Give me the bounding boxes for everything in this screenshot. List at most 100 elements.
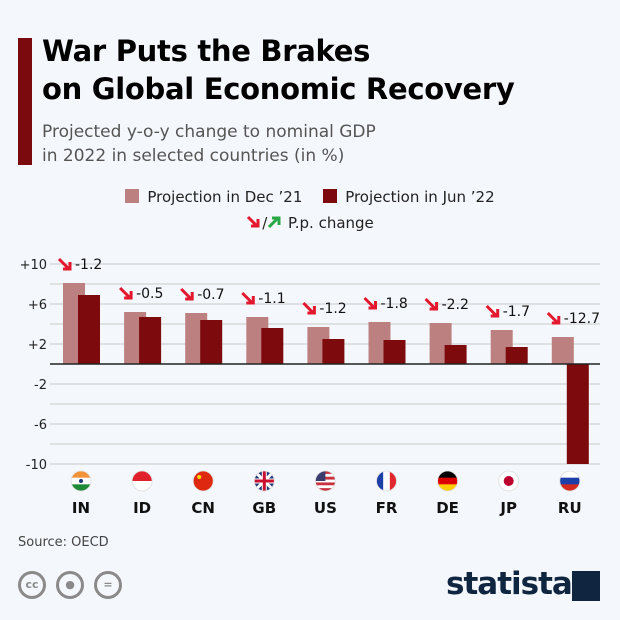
flag-JP-icon: [498, 470, 520, 492]
pp-change-label: -1.7: [503, 304, 530, 320]
legend-label-dec: Projection in Dec ’21: [147, 188, 303, 206]
flag-US-icon: [314, 470, 336, 492]
flag-ID-icon: [131, 470, 153, 492]
legend-label-jun: Projection in Jun ’22: [345, 188, 495, 206]
pp-change-label: -1.2: [75, 257, 102, 273]
down-arrow-icon: [302, 301, 316, 315]
flag-border: [192, 470, 214, 492]
bar-jun-FR: [383, 340, 406, 364]
statista-logo: statista: [446, 566, 573, 602]
subtitle: Projected y-o-y change to nominal GDP in…: [42, 120, 602, 168]
flag-fill: [437, 471, 458, 491]
pp-change-label: -1.1: [258, 291, 285, 307]
flag-stripe: [376, 471, 384, 491]
flag-IN-icon: [70, 470, 92, 492]
down-arrow-icon: [485, 304, 500, 318]
flag-fill: [315, 471, 336, 491]
down-arrow-icon: [119, 286, 133, 300]
pp-change-label: -12.7: [564, 311, 600, 327]
flag-stripe: [437, 471, 458, 479]
category-label-JP: JP: [499, 499, 517, 517]
y-tick-label: -6: [34, 418, 47, 433]
flag-stripe: [559, 477, 580, 485]
flag-FR-icon: [376, 470, 397, 492]
pp-change-label: -2.2: [442, 297, 469, 313]
category-label-FR: FR: [376, 499, 398, 517]
category-label-ID: ID: [133, 499, 151, 517]
flag-DE-icon: [437, 470, 459, 492]
category-label-CN: CN: [191, 499, 215, 517]
source-note: Source: OECD: [18, 535, 109, 550]
flag-border: [376, 470, 397, 492]
bar-jun-GB: [261, 328, 284, 364]
flag-fill: [132, 471, 153, 491]
page-title: War Puts the Brakes on Global Economic R…: [42, 32, 612, 108]
pp-change-label: -0.5: [136, 286, 163, 302]
statista-logo-mark: [572, 571, 600, 601]
down-arrow-icon: [57, 257, 72, 271]
down-arrow-icon: [180, 287, 194, 301]
flag-border: [498, 470, 520, 492]
legend: Projection in Dec ’21 Projection in Jun …: [0, 188, 620, 206]
flag-stripe: [315, 485, 336, 489]
flag-stripe: [315, 479, 336, 483]
nd-icon: =: [94, 571, 122, 599]
legend-swatch-jun: [323, 189, 338, 203]
flag-stripe: [71, 471, 91, 479]
up-arrow-icon: [268, 216, 281, 229]
category-label-GB: GB: [252, 499, 276, 517]
title-line-2: on Global Economic Recovery: [42, 72, 515, 106]
flag-border: [253, 470, 275, 492]
bar-jun-CN: [200, 320, 223, 364]
y-tick-label: +2: [28, 338, 47, 353]
flag-CN-icon: [192, 470, 214, 492]
down-arrow-icon: [424, 297, 439, 311]
flag-stripe: [389, 471, 397, 491]
flag-fill: [71, 471, 91, 491]
pp-change-label: -0.7: [197, 287, 224, 303]
flag-stripe: [559, 471, 580, 479]
down-arrow-icon: [363, 296, 377, 310]
flag-fill: [254, 471, 275, 491]
flag-cross: [254, 471, 275, 491]
flag-RU-icon: [559, 470, 581, 492]
flag-stripe: [437, 484, 458, 491]
down-arrow-icon: [241, 291, 255, 305]
flag-fill: [193, 471, 214, 491]
y-tick-label: +6: [28, 298, 47, 313]
flag-border: [559, 470, 581, 492]
flag-sun: [503, 476, 514, 486]
y-tick-label: +10: [20, 258, 47, 273]
flag-fill: [559, 471, 580, 491]
subtitle-line-1: Projected y-o-y change to nominal GDP: [42, 122, 376, 142]
legend-sep: /: [262, 214, 268, 232]
bar-jun-RU: [566, 364, 589, 464]
bar-chart: +10 +6 +2 -2 -6 -10 -1.2 IN -0.5 ID -0.7 CN -1.1 GB -1…: [20, 257, 600, 517]
flag-stripe: [437, 477, 458, 485]
category-label-IN: IN: [72, 499, 90, 517]
flag-border: [70, 470, 92, 492]
bar-jun-JP: [505, 347, 528, 364]
bar-jun-DE: [444, 345, 467, 364]
legend-item-dec: Projection in Dec ’21: [125, 188, 302, 206]
category-label-RU: RU: [558, 499, 582, 517]
bar-jun-ID: [139, 317, 162, 364]
bar-dec-RU: [551, 337, 574, 364]
y-tick-label: -2: [34, 378, 47, 393]
flag-stripe: [132, 471, 153, 482]
flag-stripe: [132, 481, 153, 491]
pp-change-label: -1.2: [319, 301, 346, 317]
flag-stripe: [383, 471, 391, 491]
legend-swatch-dec: [125, 189, 140, 203]
flag-border: [131, 470, 153, 492]
subtitle-line-2: in 2022 in selected countries (in %): [42, 146, 345, 166]
legend-change: / P.p. change: [0, 214, 620, 232]
flag-chakra: [79, 479, 83, 483]
bar-jun-IN: [78, 295, 100, 364]
flag-stripe: [315, 482, 336, 486]
pp-change-label: -1.8: [381, 296, 408, 312]
flag-fill: [376, 471, 397, 491]
category-label-DE: DE: [436, 499, 459, 517]
title-accent-bar: [18, 38, 32, 165]
legend-item-jun: Projection in Jun ’22: [323, 188, 495, 206]
